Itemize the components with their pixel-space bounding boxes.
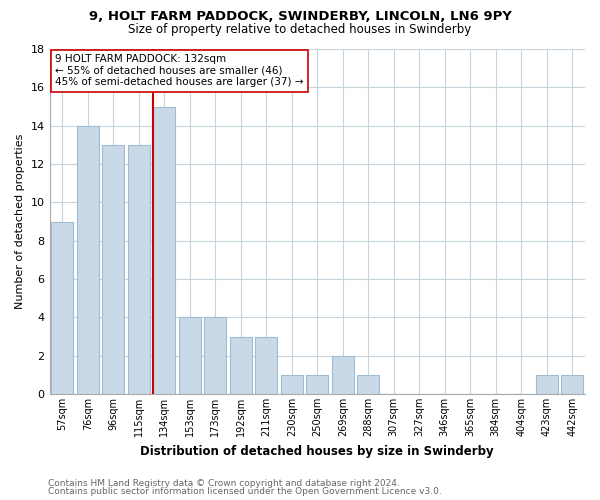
Bar	[154, 106, 175, 394]
X-axis label: Distribution of detached houses by size in Swinderby: Distribution of detached houses by size …	[140, 444, 494, 458]
Y-axis label: Number of detached properties: Number of detached properties	[15, 134, 25, 309]
Bar	[536, 375, 557, 394]
Text: Contains HM Land Registry data © Crown copyright and database right 2024.: Contains HM Land Registry data © Crown c…	[48, 478, 400, 488]
Text: Contains public sector information licensed under the Open Government Licence v3: Contains public sector information licen…	[48, 487, 442, 496]
Text: Size of property relative to detached houses in Swinderby: Size of property relative to detached ho…	[128, 22, 472, 36]
Bar	[179, 318, 200, 394]
Bar	[205, 318, 226, 394]
Bar	[358, 375, 379, 394]
Text: 9 HOLT FARM PADDOCK: 132sqm
← 55% of detached houses are smaller (46)
45% of sem: 9 HOLT FARM PADDOCK: 132sqm ← 55% of det…	[55, 54, 304, 88]
Bar	[307, 375, 328, 394]
Text: 9, HOLT FARM PADDOCK, SWINDERBY, LINCOLN, LN6 9PY: 9, HOLT FARM PADDOCK, SWINDERBY, LINCOLN…	[89, 10, 511, 23]
Bar	[332, 356, 353, 394]
Bar	[52, 222, 73, 394]
Bar	[281, 375, 302, 394]
Bar	[256, 336, 277, 394]
Bar	[103, 145, 124, 394]
Bar	[230, 336, 251, 394]
Bar	[562, 375, 583, 394]
Bar	[128, 145, 149, 394]
Bar	[77, 126, 98, 394]
